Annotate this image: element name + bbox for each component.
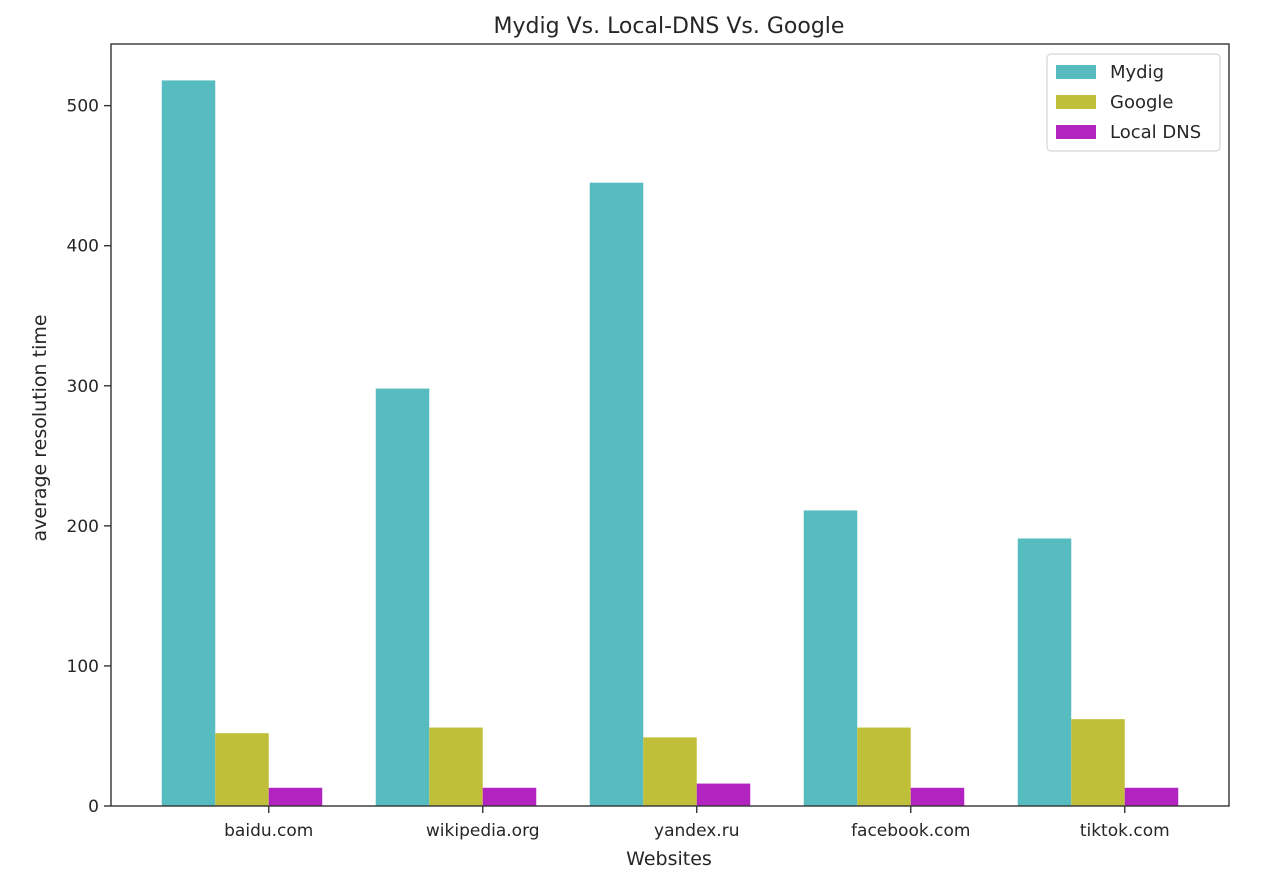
bar-local-dns-facebook-com: [910, 787, 965, 806]
legend-entries: Mydig Google Local DNS: [1056, 62, 1201, 143]
bar-google-wikipedia-org: [429, 727, 483, 806]
x-tick-label-0: baidu.com: [224, 821, 313, 841]
legend: Mydig Google Local DNS: [1046, 53, 1221, 152]
chart-title: Mydig Vs. Local-DNS Vs. Google: [494, 14, 845, 39]
x-tick-label-1: wikipedia.org: [426, 821, 540, 841]
legend-label-2: Local DNS: [1110, 122, 1201, 143]
x-axis-label: Websites: [626, 848, 712, 870]
bar-mydig-baidu-com: [161, 80, 216, 806]
y-tick-label-100: 100: [67, 657, 99, 677]
x-axis: baidu.com wikipedia.org yandex.ru facebook.…: [224, 806, 1170, 841]
legend-label-0: Mydig: [1110, 62, 1164, 83]
y-tick-label-400: 400: [67, 237, 99, 257]
bar-google-tiktok-com: [1071, 719, 1125, 806]
x-tick-label-2: yandex.ru: [654, 821, 739, 841]
bar-mydig-yandex-ru: [589, 182, 644, 806]
x-tick-label-4: tiktok.com: [1080, 821, 1170, 841]
y-axis: 0 100 200 300 400 500: [67, 97, 111, 817]
plot-bars: [161, 80, 1179, 806]
bar-google-baidu-com: [215, 733, 269, 806]
legend-swatch-2: [1056, 125, 1096, 139]
bar-mydig-facebook-com: [803, 510, 858, 806]
bar-mydig-wikipedia-org: [375, 388, 430, 806]
bar-google-facebook-com: [857, 727, 911, 806]
bar-local-dns-yandex-ru: [696, 783, 751, 806]
bar-local-dns-wikipedia-org: [482, 787, 537, 806]
x-tick-label-3: facebook.com: [851, 821, 970, 841]
y-tick-label-200: 200: [67, 517, 99, 537]
bar-google-yandex-ru: [643, 737, 697, 806]
plot-frame: [110, 43, 1230, 807]
y-tick-label-0: 0: [88, 797, 99, 817]
legend-swatch-1: [1056, 95, 1096, 109]
y-tick-label-500: 500: [67, 97, 99, 117]
bar-mydig-tiktok-com: [1017, 538, 1072, 806]
bar-local-dns-tiktok-com: [1124, 787, 1179, 806]
legend-label-1: Google: [1110, 92, 1173, 113]
y-axis-label: average resolution time: [29, 314, 51, 541]
bar-local-dns-baidu-com: [268, 787, 323, 806]
legend-swatch-0: [1056, 65, 1096, 79]
y-tick-label-300: 300: [67, 377, 99, 397]
